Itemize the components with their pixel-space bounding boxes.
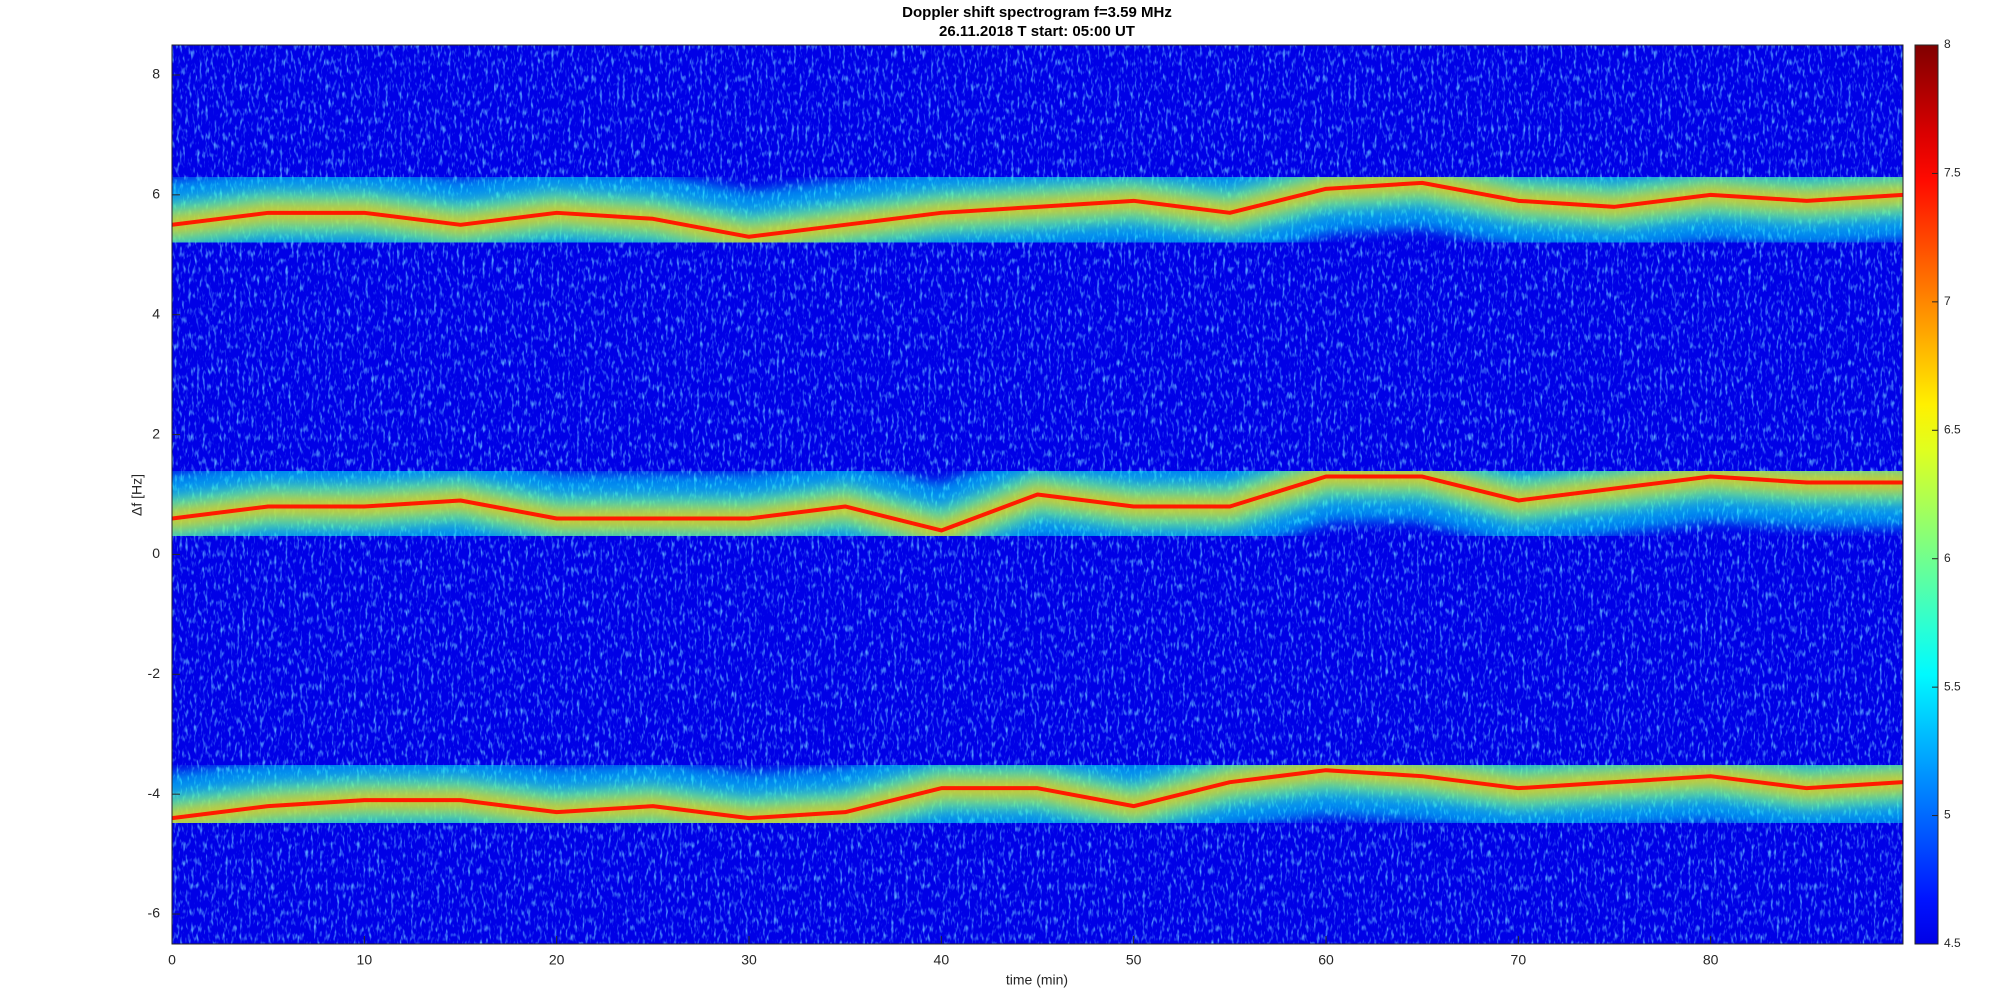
x-tick-label: 10 [357,952,373,968]
colorbar-tick-label: 8 [1944,37,1951,51]
y-tick-label: 0 [152,545,160,561]
colorbar-tick-label: 6 [1944,551,1951,565]
x-tick-label: 40 [934,952,950,968]
y-tick-label: -2 [148,665,161,681]
x-tick-label: 0 [168,952,176,968]
y-axis-label: Δf [Hz] [129,474,145,516]
ridge-line [172,768,1903,821]
y-tick-label: 4 [152,305,160,321]
x-tick-label: 50 [1126,952,1142,968]
colorbar-tick-label: 7.5 [1944,166,1961,180]
colorbar-tick-label: 5 [1944,808,1951,822]
x-tick-label: 80 [1703,952,1719,968]
plot-frame [171,44,1904,945]
y-tick-label: 8 [152,66,160,82]
colorbar-tick-label: 6.5 [1944,422,1961,436]
x-tick-label: 70 [1511,952,1527,968]
colorbar [1914,44,1939,945]
y-tick-label: -6 [148,905,161,921]
colorbar-tick-label: 4.5 [1944,936,1961,950]
colorbar-tick-label: 7 [1944,294,1951,308]
x-tick-label: 60 [1318,952,1334,968]
ridge-line [172,180,1903,239]
y-tick-label: 2 [152,425,160,441]
colorbar-tick-label: 5.5 [1944,679,1961,693]
y-tick-label: 6 [152,186,160,202]
x-tick-label: 30 [741,952,757,968]
plot-area [172,45,1903,944]
ridge-line [172,474,1903,533]
chart-title: Doppler shift spectrogram f=3.59 MHz [902,4,1172,21]
x-axis-label: time (min) [1006,972,1068,988]
y-tick-label: -4 [148,785,161,801]
x-tick-label: 20 [549,952,565,968]
chart-subtitle: 26.11.2018 T start: 05:00 UT [939,23,1135,40]
